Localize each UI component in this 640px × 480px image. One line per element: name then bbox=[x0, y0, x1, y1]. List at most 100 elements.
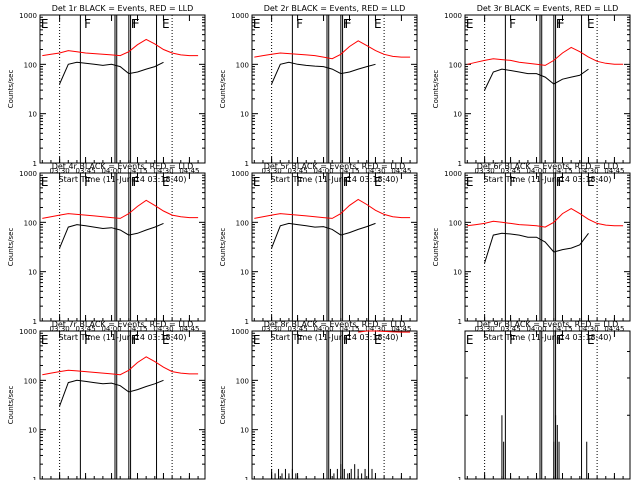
series-events-line bbox=[271, 222, 376, 249]
y-tick-label: 100 bbox=[236, 377, 249, 385]
x-tick-label: 04:00 bbox=[313, 167, 333, 175]
x-tick-label: 04:30 bbox=[578, 167, 598, 175]
y-tick-label: 1 bbox=[33, 318, 37, 326]
marker-label-f: F bbox=[296, 175, 303, 189]
x-tick-label: 04:15 bbox=[127, 167, 147, 175]
y-tick-label: 100 bbox=[24, 377, 37, 385]
marker-label-f: F bbox=[84, 333, 91, 347]
y-tick-label: 1000 bbox=[19, 328, 37, 336]
chart-title: Det 2r BLACK = Events, RED = LLD bbox=[264, 4, 406, 13]
marker-label-f: F bbox=[133, 17, 140, 31]
series-lld-line bbox=[467, 46, 624, 66]
marker-label-f: F bbox=[343, 333, 350, 347]
y-axis-label: Counts/sec bbox=[7, 70, 15, 109]
series-events-line bbox=[59, 222, 164, 249]
marker-label-e: E bbox=[587, 333, 595, 347]
x-tick-label: 03:45 bbox=[287, 167, 307, 175]
y-axis-label: Counts/sec bbox=[219, 70, 227, 109]
x-axis-label: Start Time (11-Jun-14 03:18:40) bbox=[484, 333, 612, 342]
y-tick-label: 1 bbox=[245, 318, 249, 326]
marker-label-e: E bbox=[374, 175, 382, 189]
x-tick-label: 04:45 bbox=[391, 167, 411, 175]
plot-frame bbox=[251, 14, 418, 164]
x-axis-label: Start Time (11-Jun-14 03:18:40) bbox=[59, 175, 187, 184]
plot-frame bbox=[39, 14, 206, 164]
y-tick-label: 100 bbox=[236, 61, 249, 69]
y-axis-label: Counts/sec bbox=[432, 70, 440, 109]
y-tick-label: 1 bbox=[33, 160, 37, 168]
x-tick-label: 04:15 bbox=[127, 325, 147, 333]
y-tick-label: 100 bbox=[449, 61, 462, 69]
chart-title: Det 4r BLACK = Events, RED = LLD bbox=[52, 162, 194, 171]
y-axis-label: Counts/sec bbox=[7, 228, 15, 267]
x-tick-label: 04:45 bbox=[179, 167, 199, 175]
y-tick-label: 1000 bbox=[444, 170, 462, 178]
series-lld-line bbox=[467, 208, 624, 228]
x-axis-label: Start Time (11-Jun-14 03:18:40) bbox=[484, 175, 612, 184]
plot-frame bbox=[251, 172, 418, 322]
marker-label-e: E bbox=[162, 175, 170, 189]
marker-label-e: E bbox=[466, 17, 474, 31]
chart-title: Det 7r BLACK = Events, RED = LLD bbox=[52, 320, 194, 329]
y-tick-label: 10 bbox=[28, 111, 37, 119]
x-tick-label: 03:30 bbox=[50, 167, 70, 175]
x-tick-label: 03:45 bbox=[75, 325, 95, 333]
x-tick-label: 04:15 bbox=[552, 167, 572, 175]
x-tick-label: 03:30 bbox=[475, 325, 495, 333]
marker-label-e: E bbox=[587, 175, 595, 189]
marker-label-f: F bbox=[558, 175, 565, 189]
y-axis-label: Counts/sec bbox=[7, 386, 15, 425]
plot-frame bbox=[464, 14, 631, 164]
marker-label-e: E bbox=[41, 17, 49, 31]
x-tick-label: 04:00 bbox=[101, 325, 121, 333]
marker-label-f: F bbox=[296, 17, 303, 31]
x-tick-label: 03:45 bbox=[500, 325, 520, 333]
y-tick-label: 1000 bbox=[231, 170, 249, 178]
y-tick-label: 10 bbox=[240, 427, 249, 435]
y-tick-label: 100 bbox=[24, 61, 37, 69]
marker-label-f: F bbox=[509, 17, 516, 31]
chart-title: Det 6r BLACK = Events, RED = LLD bbox=[477, 162, 619, 171]
marker-label-f: F bbox=[133, 333, 140, 347]
y-axis-label: Counts/sec bbox=[219, 228, 227, 267]
marker-label-e: E bbox=[253, 333, 261, 347]
marker-label-e: E bbox=[466, 175, 474, 189]
series-lld-line bbox=[42, 356, 199, 376]
chart-title: Det 9r BLACK = Events, RED = LLD bbox=[477, 320, 619, 329]
x-tick-label: 04:45 bbox=[604, 325, 624, 333]
marker-label-f: F bbox=[343, 175, 350, 189]
marker-label-f: F bbox=[509, 333, 516, 347]
y-tick-label: 10 bbox=[28, 427, 37, 435]
marker-label-e: E bbox=[466, 333, 474, 347]
marker-label-f: F bbox=[556, 333, 563, 347]
marker-label-e: E bbox=[162, 17, 170, 31]
marker-label-f: F bbox=[343, 17, 350, 31]
x-tick-label: 04:45 bbox=[179, 325, 199, 333]
y-tick-label: 10 bbox=[453, 269, 462, 277]
y-tick-label: 100 bbox=[24, 219, 37, 227]
marker-label-e: E bbox=[374, 17, 382, 31]
x-tick-label: 03:45 bbox=[500, 167, 520, 175]
x-axis-label: Start Time (11-Jun-14 03:18:40) bbox=[271, 333, 399, 342]
y-axis-label: Counts/sec bbox=[219, 386, 227, 425]
series-lld-line bbox=[254, 198, 411, 219]
plot-frame bbox=[39, 330, 206, 480]
marker-label-f: F bbox=[296, 333, 303, 347]
x-tick-label: 04:45 bbox=[391, 325, 411, 333]
y-tick-label: 1000 bbox=[231, 328, 249, 336]
y-tick-label: 10 bbox=[453, 111, 462, 119]
marker-label-e: E bbox=[41, 333, 49, 347]
y-tick-label: 1000 bbox=[19, 12, 37, 20]
x-tick-label: 04:30 bbox=[365, 325, 385, 333]
x-tick-label: 03:30 bbox=[50, 325, 70, 333]
marker-label-e: E bbox=[253, 17, 261, 31]
y-tick-label: 100 bbox=[449, 219, 462, 227]
marker-label-f: F bbox=[556, 17, 563, 31]
